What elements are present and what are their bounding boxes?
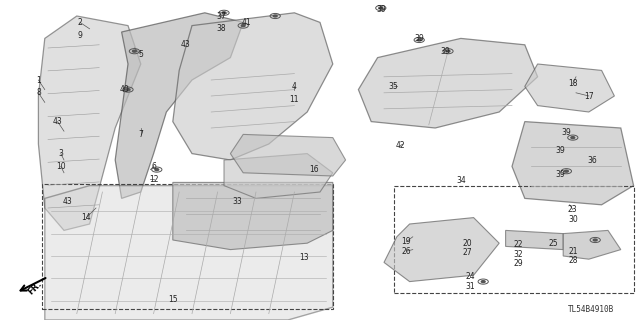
Text: 39: 39 (376, 5, 386, 14)
Polygon shape (230, 134, 346, 176)
Text: 37: 37 (216, 12, 226, 20)
Text: 17: 17 (584, 92, 594, 100)
Polygon shape (45, 186, 333, 320)
Text: 36: 36 (587, 156, 597, 164)
Text: 8: 8 (36, 88, 41, 97)
Circle shape (417, 39, 421, 41)
Text: 24: 24 (465, 272, 476, 281)
Text: 41: 41 (241, 18, 252, 27)
Circle shape (222, 12, 226, 14)
Polygon shape (384, 218, 499, 282)
Polygon shape (173, 182, 333, 250)
Text: FR.: FR. (26, 279, 44, 297)
Polygon shape (506, 230, 563, 250)
Circle shape (379, 7, 383, 9)
Text: 42: 42 (395, 141, 405, 150)
Text: 43: 43 (180, 40, 191, 49)
Polygon shape (525, 64, 614, 112)
Text: 40: 40 (120, 85, 130, 94)
Circle shape (126, 89, 130, 91)
Text: 32: 32 (513, 250, 524, 259)
Text: 39: 39 (414, 34, 424, 43)
Text: 4: 4 (292, 82, 297, 91)
Text: 43: 43 (52, 117, 63, 126)
Polygon shape (358, 38, 538, 128)
Circle shape (241, 25, 245, 27)
Text: 39: 39 (555, 146, 565, 155)
Circle shape (446, 50, 450, 52)
Text: 34: 34 (456, 176, 466, 185)
Text: 30: 30 (568, 215, 578, 224)
Text: 23: 23 (568, 205, 578, 214)
Text: 33: 33 (232, 197, 242, 206)
Polygon shape (224, 154, 333, 198)
Text: 12: 12 (149, 175, 158, 184)
Text: 14: 14 (81, 213, 92, 222)
Text: 9: 9 (77, 31, 83, 40)
Text: 1: 1 (36, 76, 41, 84)
Text: 35: 35 (388, 82, 399, 91)
Text: 25: 25 (548, 239, 559, 248)
Text: 16: 16 (308, 165, 319, 174)
Text: 6: 6 (151, 162, 156, 171)
Circle shape (132, 50, 136, 52)
Text: 3: 3 (58, 149, 63, 158)
Text: 26: 26 (401, 247, 412, 256)
Text: 43: 43 (62, 197, 72, 206)
Text: 2: 2 (77, 18, 83, 27)
Text: 5: 5 (138, 50, 143, 59)
Circle shape (571, 137, 575, 139)
Polygon shape (38, 16, 141, 230)
Polygon shape (115, 13, 243, 198)
Text: 18: 18 (568, 79, 577, 88)
Polygon shape (563, 230, 621, 259)
Text: 10: 10 (56, 162, 66, 171)
Text: 27: 27 (462, 248, 472, 257)
Text: 20: 20 (462, 239, 472, 248)
Text: 19: 19 (401, 237, 412, 246)
Text: 38: 38 (216, 24, 226, 33)
Text: 7: 7 (138, 130, 143, 139)
Polygon shape (173, 13, 333, 160)
Text: 11: 11 (290, 95, 299, 104)
Circle shape (481, 281, 485, 283)
Circle shape (155, 169, 159, 171)
Text: 39: 39 (440, 47, 450, 56)
Text: 39: 39 (561, 128, 572, 137)
Text: 13: 13 (299, 253, 309, 262)
Text: TL54B4910B: TL54B4910B (568, 305, 614, 314)
Text: 28: 28 (568, 256, 577, 265)
Circle shape (593, 239, 597, 241)
Text: 21: 21 (568, 247, 577, 256)
Text: 39: 39 (555, 170, 565, 179)
Text: 29: 29 (513, 260, 524, 268)
Text: 31: 31 (465, 282, 476, 291)
Circle shape (273, 15, 277, 17)
Polygon shape (512, 122, 634, 205)
Circle shape (564, 170, 568, 172)
Text: 15: 15 (168, 295, 178, 304)
Text: 22: 22 (514, 240, 523, 249)
